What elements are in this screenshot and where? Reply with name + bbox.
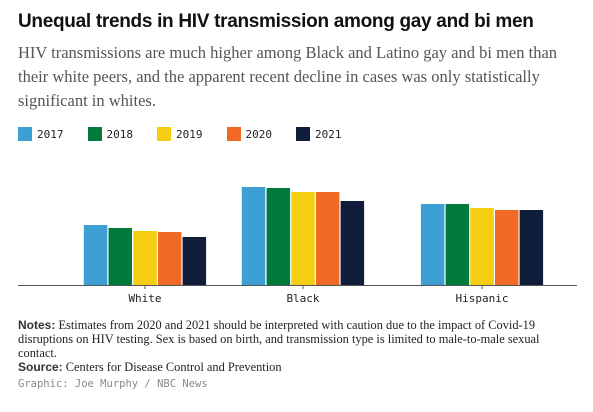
legend-swatch-2017 (18, 127, 32, 141)
bar-white-2017 (83, 225, 108, 285)
legend-swatch-2019 (157, 127, 171, 141)
source-paragraph: Source: Centers for Disease Control and … (18, 360, 578, 374)
chart-footer: Notes: Estimates from 2020 and 2021 shou… (18, 318, 578, 391)
chart-subtitle: HIV transmissions are much higher among … (18, 43, 558, 110)
bar-hispanic-2019 (470, 208, 494, 285)
bar-white-2019 (133, 231, 157, 285)
bar-white-2020 (157, 232, 182, 285)
x-tick-label-black: Black (286, 292, 319, 305)
bar-black-2018 (266, 188, 291, 285)
notes-text: Estimates from 2020 and 2021 should be i… (18, 318, 540, 360)
bar-hispanic-2018 (445, 204, 470, 285)
x-tick-label-white: White (128, 292, 161, 305)
legend-item-2018: 2018 (87, 127, 134, 141)
graphic-credit: Graphic: Joe Murphy / NBC News (18, 378, 208, 390)
bar-black-2020 (315, 192, 340, 285)
bar-chart: White Black Hispanic (18, 187, 577, 305)
source-label: Source: (18, 360, 63, 374)
legend-swatch-2021 (296, 127, 310, 141)
legend-item-2017: 2017 (18, 127, 64, 141)
legend-item-2020: 2020 (226, 127, 273, 141)
notes-label: Notes: (18, 318, 56, 332)
legend-swatch-2020 (226, 127, 241, 141)
chart-header: Unequal trends in HIV transmission among… (18, 10, 580, 142)
legend-item-2021: 2021 (296, 127, 342, 141)
notes-paragraph: Notes: Estimates from 2020 and 2021 shou… (18, 318, 578, 360)
bar-hispanic-2020 (495, 210, 519, 285)
bar-black-2021 (340, 201, 365, 285)
legend-label-2018: 2018 (106, 127, 134, 141)
legend-label-2020: 2020 (245, 127, 273, 141)
legend-label-2021: 2021 (315, 127, 342, 141)
source-text: Centers for Disease Control and Preventi… (65, 360, 282, 374)
bar-black-2017 (241, 187, 266, 285)
x-tick-label-hispanic: Hispanic (456, 292, 509, 305)
bar-hispanic-2017 (420, 204, 445, 285)
legend-swatch-2018 (87, 127, 102, 141)
chart-title: Unequal trends in HIV transmission among… (18, 11, 534, 32)
legend-item-2019: 2019 (157, 127, 203, 141)
legend-label-2017: 2017 (37, 127, 64, 141)
bar-white-2018 (108, 228, 132, 285)
bar-hispanic-2021 (519, 210, 544, 285)
bar-black-2019 (291, 192, 315, 285)
bar-white-2021 (182, 237, 207, 285)
chart-legend: 2017 2018 2019 2020 2021 (18, 126, 580, 142)
legend-label-2019: 2019 (176, 127, 203, 141)
